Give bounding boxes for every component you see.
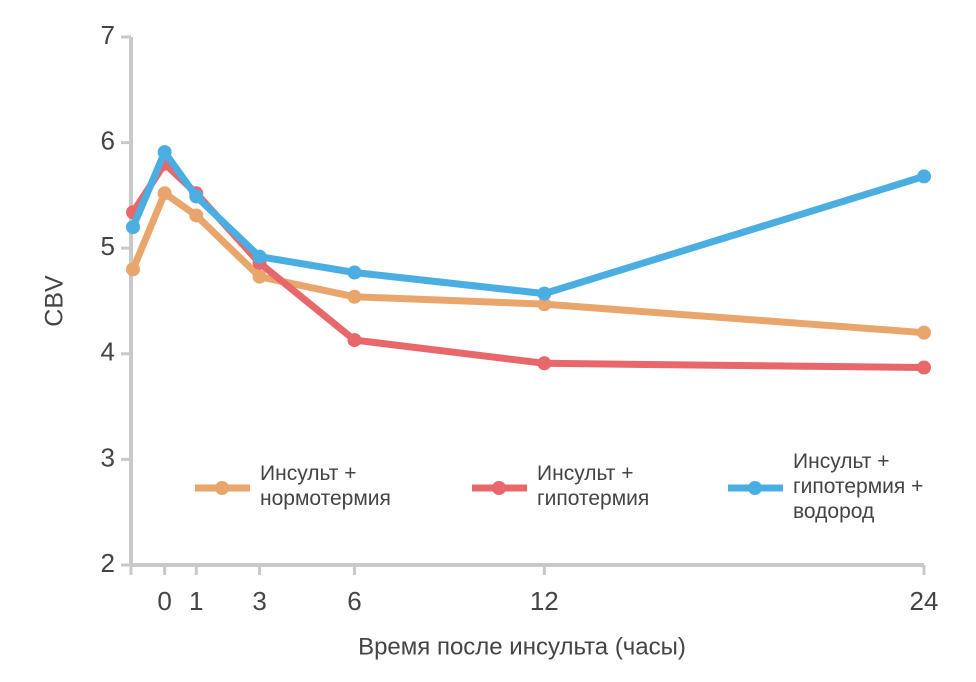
legend-marker-dot [748,481,762,495]
legend-label: Инсульт + гипотермия + водород [793,449,924,523]
data-point [126,262,140,277]
data-point [157,186,172,201]
x-tick-label: 1 [189,586,203,616]
y-tick-label: 3 [101,442,115,472]
data-point [126,220,140,235]
legend-label: Инсульт + нормотермия [260,462,391,510]
y-tick-label: 7 [101,20,115,50]
legend-label: Инсульт + гипотермия [537,462,650,510]
legend-marker-dot [215,481,229,495]
x-tick-label: 3 [252,586,266,616]
x-tick-label: 24 [910,586,939,616]
x-tick-label: 12 [530,586,559,616]
y-tick-label: 2 [101,548,115,578]
data-point [252,249,267,264]
y-tick-label: 6 [101,125,115,155]
data-point [189,208,204,223]
y-tick-label: 5 [101,231,115,261]
data-point [347,289,362,304]
data-point [917,169,931,184]
data-point [917,360,931,375]
data-point [537,286,552,301]
data-point [537,297,552,312]
data-point [917,325,931,340]
y-axis-label: CBV [41,275,69,327]
y-tick-label: 4 [101,337,115,367]
data-point [537,356,552,371]
data-point [252,269,267,284]
data-point [347,265,362,280]
x-tick-label: 0 [157,586,171,616]
data-point [157,145,172,160]
legend-marker-dot [492,481,506,495]
x-tick-label: 6 [347,586,361,616]
x-axis-label: Время после инсульта (часы) [358,633,686,660]
data-point [189,189,204,204]
data-point [347,333,362,348]
